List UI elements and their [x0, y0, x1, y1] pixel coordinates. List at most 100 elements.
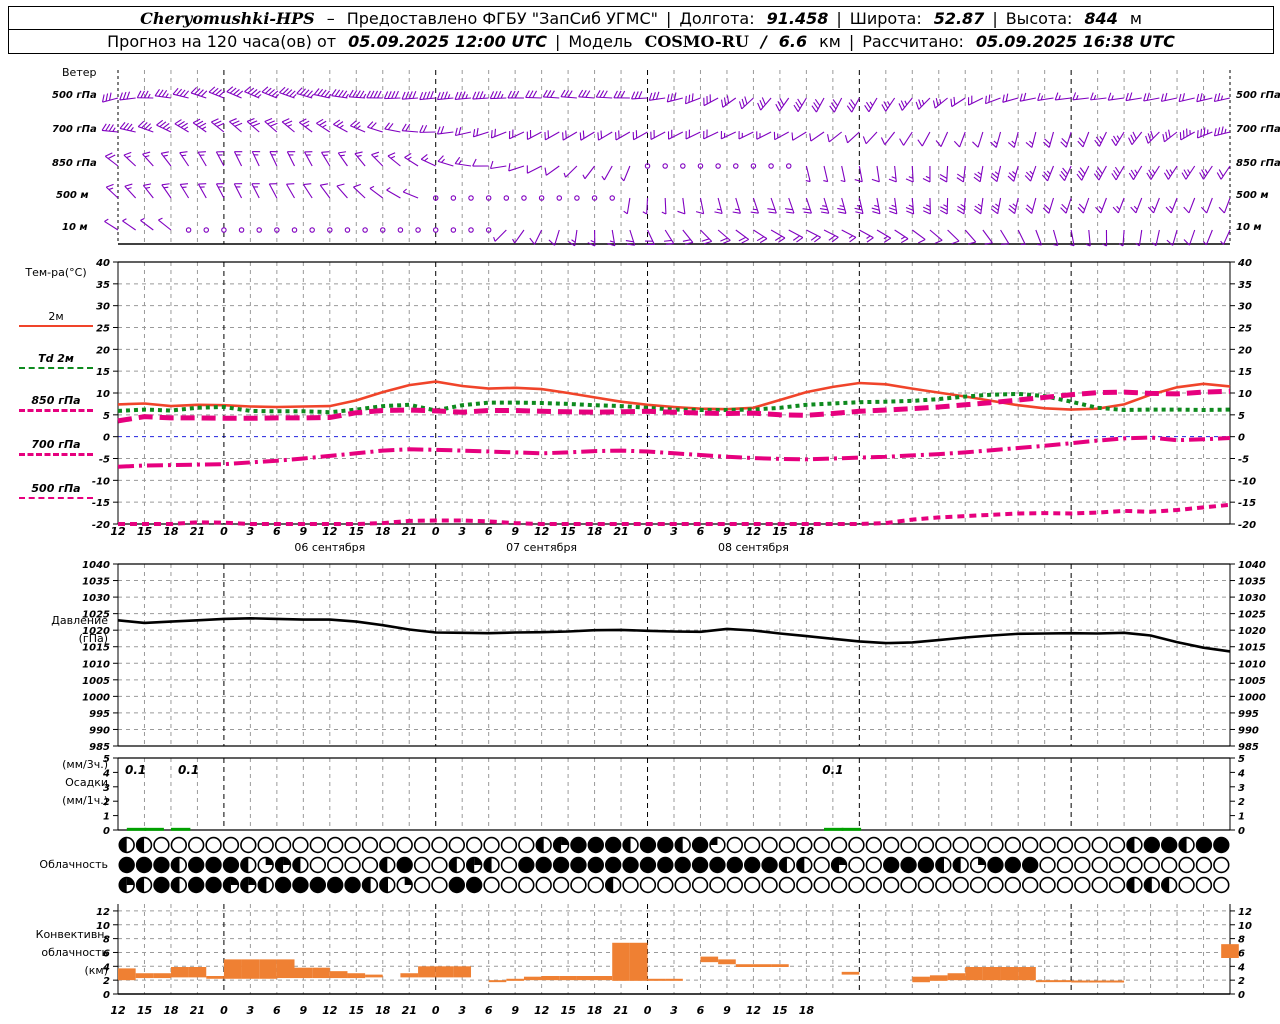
wind-barb-full	[768, 211, 777, 214]
wind-barb-full	[440, 125, 445, 134]
wind-barb-shaft	[810, 131, 825, 142]
wind-barb-full	[726, 95, 730, 104]
pressure-curve	[117, 617, 1231, 653]
wind-barb-full	[638, 91, 643, 99]
wind-barb-shaft	[403, 191, 419, 199]
wind-barb-half	[165, 93, 169, 98]
wind-barb-full	[1043, 171, 1050, 178]
cloud-octa-fill-full	[692, 857, 708, 873]
wind-barb-half	[1053, 244, 1058, 246]
ytick-label-pressure-right: 990	[1238, 725, 1259, 736]
wind-barb-shaft	[215, 183, 225, 199]
wind-barb-full	[1093, 173, 1100, 181]
wind-barb-shaft	[1048, 131, 1055, 148]
ytick-label-pressure-right: 1020	[1238, 626, 1266, 637]
cloud-octa-circle	[848, 876, 865, 894]
wind-barb-shaft	[1125, 97, 1142, 102]
wind-barb-full	[1107, 92, 1112, 101]
wind-barb-full	[119, 122, 126, 129]
cloud-octa-circle	[761, 876, 778, 894]
cloud-octa-fill-full	[1196, 837, 1212, 853]
cloud-octa-fill-quarter	[839, 857, 847, 865]
wind-barb-shaft	[806, 229, 821, 238]
wind-barb-full	[1025, 171, 1033, 179]
wind-barb-half	[822, 205, 827, 207]
wind-barb-full	[1037, 92, 1041, 101]
wind-barb-full	[247, 87, 255, 94]
wind-barb-shaft	[105, 186, 119, 199]
wind-barb-half	[1012, 203, 1017, 208]
cloud-octa-circle	[1074, 856, 1091, 874]
ytick-label-temp-left: -20	[92, 520, 110, 531]
cloud-octa-fill-quarter	[283, 857, 291, 865]
wind-barb-full	[846, 105, 853, 113]
wind-barb-half	[1029, 140, 1034, 145]
wind-barb-shaft	[1131, 131, 1143, 145]
latitude-label: Широта:	[849, 8, 922, 28]
wind-barb-shaft	[847, 131, 860, 144]
wind-barb-full	[529, 237, 535, 245]
wind-barb-full	[458, 126, 462, 135]
cloud-octa-fill-full	[571, 837, 586, 853]
x-tick-label-hour-bottom: 18	[163, 1004, 179, 1017]
ytick-label-pressure-left: 985	[89, 742, 110, 753]
wind-barb-half	[563, 172, 567, 178]
wind-barb-full	[714, 211, 723, 215]
wind-barb-full	[665, 242, 674, 245]
cloud-row-0	[118, 836, 1230, 854]
wind-barb-shaft	[1030, 165, 1037, 182]
wind-barb-shaft	[319, 184, 331, 199]
wind-barb-full	[1078, 137, 1085, 144]
convective-cloud-bar	[453, 966, 472, 978]
wind-barb-shaft	[1138, 229, 1143, 246]
wind-barb-full	[974, 205, 982, 211]
wind-barb-shaft	[419, 97, 436, 101]
wind-barb-shaft	[580, 131, 595, 141]
wind-barb-shaft	[1082, 197, 1090, 214]
wind-barb-full	[401, 91, 406, 100]
wind-barb-shaft	[211, 121, 225, 133]
wind-barb-full	[595, 90, 601, 98]
computed-time: 05.09.2025 16:38 UTC	[975, 31, 1175, 51]
wind-barb-shaft	[286, 151, 295, 167]
wind-barb-half	[1220, 240, 1224, 245]
x-tick-label-hour-bottom: 0	[220, 1004, 228, 1017]
wind-barb-full	[1128, 172, 1134, 181]
cloud-octa-fill-full	[119, 857, 134, 873]
convective-cloud-bar	[982, 967, 1001, 981]
wind-barb-full	[905, 206, 914, 211]
cloud-octa-circle	[1074, 836, 1091, 854]
wind-barb-full	[1218, 206, 1225, 214]
wind-barb-half	[310, 93, 315, 98]
cloud-octa-circle	[952, 876, 969, 894]
cloud-octa-circle	[709, 876, 726, 894]
wind-barb-full	[1183, 169, 1189, 177]
wind-barb-full	[1147, 206, 1154, 214]
wind-barb-shaft	[179, 184, 190, 199]
wind-barb-shaft	[491, 131, 507, 139]
wind-barb-shaft	[197, 151, 207, 167]
wind-barb-full	[1078, 170, 1084, 178]
wind-barb-full	[560, 89, 566, 98]
wind-barb-full	[195, 120, 204, 126]
cloud-octa-circle	[205, 836, 222, 854]
wind-barb-full	[917, 239, 926, 244]
wind-barb-full	[1043, 141, 1050, 148]
wind-barb-shaft	[911, 229, 926, 240]
wind-barb-full	[732, 211, 741, 214]
wind-barb-full	[889, 210, 897, 215]
ytick-label-precip-right: 4	[1237, 768, 1245, 779]
wind-barb-shaft	[985, 97, 1001, 105]
wind-barb-full	[991, 205, 999, 211]
wind-barb-full	[634, 91, 639, 99]
wind-barb-shaft	[982, 229, 993, 244]
wind-barb-shaft	[246, 121, 260, 133]
wind-barb-shaft	[190, 92, 207, 99]
cloud-octa-fill-full	[449, 877, 465, 893]
ytick-label-precip-left: 5	[103, 754, 110, 765]
wind-barb-shaft	[911, 197, 915, 214]
wind-barb-full	[1160, 93, 1164, 102]
wind-level-label-10m-left: 10 м	[62, 222, 88, 233]
wind-barb-shaft	[229, 121, 242, 133]
wind-barb-full	[124, 183, 133, 187]
